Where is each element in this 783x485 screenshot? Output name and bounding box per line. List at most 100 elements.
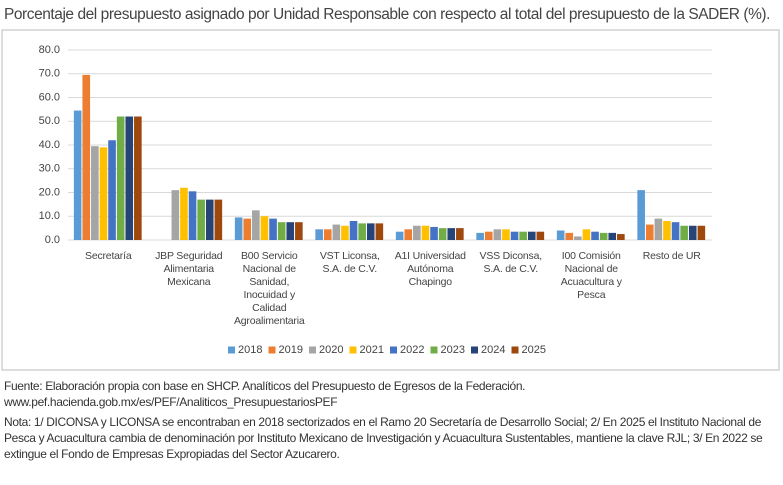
legend-swatch — [471, 346, 478, 354]
note: Nota: 1/ DICONSA y LICONSA se encontraba… — [4, 415, 763, 461]
bar — [654, 218, 663, 240]
bar — [243, 218, 252, 240]
legend-label: 2024 — [481, 344, 505, 356]
legend-label: 2025 — [522, 344, 546, 356]
y-tick-label: 20.0 — [39, 186, 60, 198]
legend-label: 2018 — [238, 344, 262, 356]
legend-label: 2020 — [319, 344, 343, 356]
legend-label: 2021 — [360, 344, 384, 356]
bar — [637, 190, 645, 240]
bar — [404, 229, 413, 240]
bar — [295, 222, 303, 240]
bar — [456, 228, 464, 240]
notes: Fuente: Elaboración propia con base en S… — [4, 378, 780, 466]
x-tick-label: A1I Universidad Autónoma Chapingo — [394, 250, 466, 288]
bar — [269, 218, 277, 240]
bar — [349, 221, 358, 240]
bar — [484, 231, 493, 240]
bar — [332, 224, 341, 240]
bar — [171, 190, 180, 240]
legend-swatch — [228, 346, 235, 354]
bar — [663, 221, 671, 240]
bar — [260, 216, 269, 240]
x-tick-label: B00 Servicio Nacional de Sanidad, Inocui… — [233, 250, 305, 327]
bar — [286, 222, 295, 240]
bar — [688, 225, 697, 240]
bar — [697, 225, 706, 240]
bar — [556, 230, 565, 240]
bar — [617, 234, 625, 240]
bar — [99, 147, 108, 240]
bar — [671, 222, 680, 240]
y-tick-label: 0.0 — [45, 234, 60, 246]
bar — [582, 229, 591, 240]
x-tick-label: JBP Seguridad Alimentaria Mexicana — [155, 250, 223, 288]
y-tick-label: 50.0 — [39, 115, 60, 127]
bar — [205, 199, 214, 240]
bar — [341, 225, 349, 240]
bar — [315, 229, 323, 240]
bar — [565, 232, 574, 240]
bar — [73, 110, 82, 240]
bar — [188, 191, 197, 240]
bar — [395, 231, 404, 240]
bar — [608, 232, 617, 240]
bar — [493, 229, 502, 240]
bar — [323, 229, 332, 240]
x-tick-label: Secretaría — [85, 250, 132, 262]
y-tick-label: 40.0 — [39, 139, 60, 151]
bar — [574, 236, 582, 240]
bar — [197, 199, 205, 240]
bar — [91, 146, 99, 240]
x-tick-label: Resto de UR — [642, 250, 701, 262]
chart: 0.0 10.0 20.0 30.0 40.0 50.0 60.0 70.0 80.0 2018 2… — [1, 29, 780, 371]
y-tick-label: 80.0 — [39, 44, 60, 56]
bar — [519, 231, 527, 240]
bar — [591, 231, 599, 240]
legend-swatch — [309, 346, 316, 354]
x-tick-label: I00 Comisión Nacional de Acuacultura y P… — [560, 250, 622, 301]
legend-swatch — [511, 346, 519, 354]
bar — [680, 225, 688, 240]
bar — [645, 224, 654, 240]
bar — [510, 231, 519, 240]
x-tick-label: VSS Diconsa, S.A. de C.V. — [479, 250, 543, 275]
bar — [277, 222, 286, 240]
bar — [527, 231, 536, 240]
legend-label: 2019 — [279, 344, 303, 356]
bar — [413, 225, 421, 240]
bar — [421, 225, 430, 240]
bar — [234, 217, 243, 240]
bar — [82, 74, 91, 240]
chart-frame — [1, 29, 780, 371]
bar — [214, 199, 223, 240]
legend-swatch — [390, 346, 397, 354]
bar — [476, 232, 484, 240]
bar — [438, 228, 447, 240]
x-tick-label: VST Liconsa, S.A. de C.V. — [319, 250, 380, 275]
bar — [108, 140, 116, 240]
bar — [375, 223, 384, 240]
bar — [180, 187, 188, 240]
y-tick-label: 70.0 — [39, 68, 60, 80]
source: Fuente: Elaboración propia con base en S… — [4, 379, 526, 409]
y-tick-label: 60.0 — [39, 91, 60, 103]
bar — [430, 226, 438, 240]
legend-label: 2022 — [400, 344, 424, 356]
y-tick-label: 30.0 — [39, 163, 60, 175]
chart-title: Porcentaje del presupuesto asignado por … — [4, 6, 770, 23]
legend-swatch — [268, 346, 276, 354]
bar — [252, 210, 260, 240]
legend-swatch — [349, 346, 357, 354]
y-tick-label: 10.0 — [39, 210, 60, 222]
legend-swatch — [430, 346, 438, 354]
bar — [358, 223, 366, 240]
bar — [447, 228, 456, 240]
bar — [134, 116, 142, 240]
bar — [599, 232, 608, 240]
bar — [366, 223, 375, 240]
bar — [116, 116, 125, 240]
bar — [502, 229, 510, 240]
bar — [536, 231, 545, 240]
